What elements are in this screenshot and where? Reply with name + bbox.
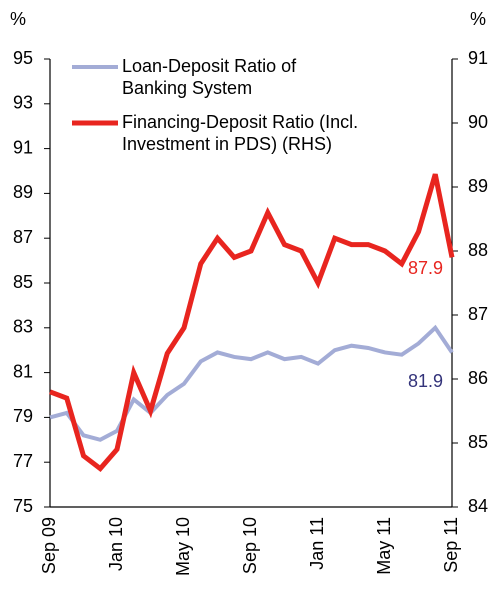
x-tick-label: May 11 [374, 517, 394, 575]
y2-tick-label: 90 [468, 112, 488, 132]
series-line [49, 173, 455, 473]
y2-tick-label: 86 [468, 368, 488, 388]
y2-tick-label: 91 [468, 48, 488, 68]
y2-tick-label: 89 [468, 176, 488, 196]
y-tick-label: 75 [13, 496, 33, 516]
x-tick-label: Jan 10 [106, 517, 126, 571]
y2-tick-label: 88 [468, 240, 488, 260]
y-axis-label: % [10, 9, 26, 29]
y-tick-label: 83 [13, 317, 33, 337]
x-tick-label: May 10 [173, 517, 193, 576]
series-line [49, 324, 454, 442]
y-tick-label: 81 [13, 361, 33, 381]
y2-axis-label: % [470, 9, 486, 29]
y-tick-label: 85 [13, 272, 33, 292]
y-tick-label: 77 [13, 451, 33, 471]
x-tick-label: Sep 10 [240, 517, 260, 574]
y-tick-label: 79 [13, 406, 33, 426]
x-tick-label: Jan 11 [307, 517, 327, 570]
y-tick-label: 91 [13, 137, 33, 157]
y-tick-label: 93 [13, 93, 33, 113]
legend-label: Loan-Deposit Ratio of Banking System [122, 56, 297, 98]
y2-tick-label: 85 [468, 432, 488, 452]
y-tick-label: 89 [13, 182, 33, 202]
y-tick-label: 95 [13, 48, 33, 68]
y2-tick-label: 84 [468, 496, 488, 516]
x-tick-label: Sep 11 [441, 517, 461, 573]
y-tick-label: 87 [13, 227, 33, 247]
data-label: 87.9 [408, 258, 443, 278]
legend-label: Financing-Deposit Ratio (Incl. Investmen… [122, 112, 359, 154]
data-label: 81.9 [408, 371, 443, 391]
x-tick-label: Sep 09 [39, 517, 59, 574]
y2-tick-label: 87 [468, 304, 488, 324]
